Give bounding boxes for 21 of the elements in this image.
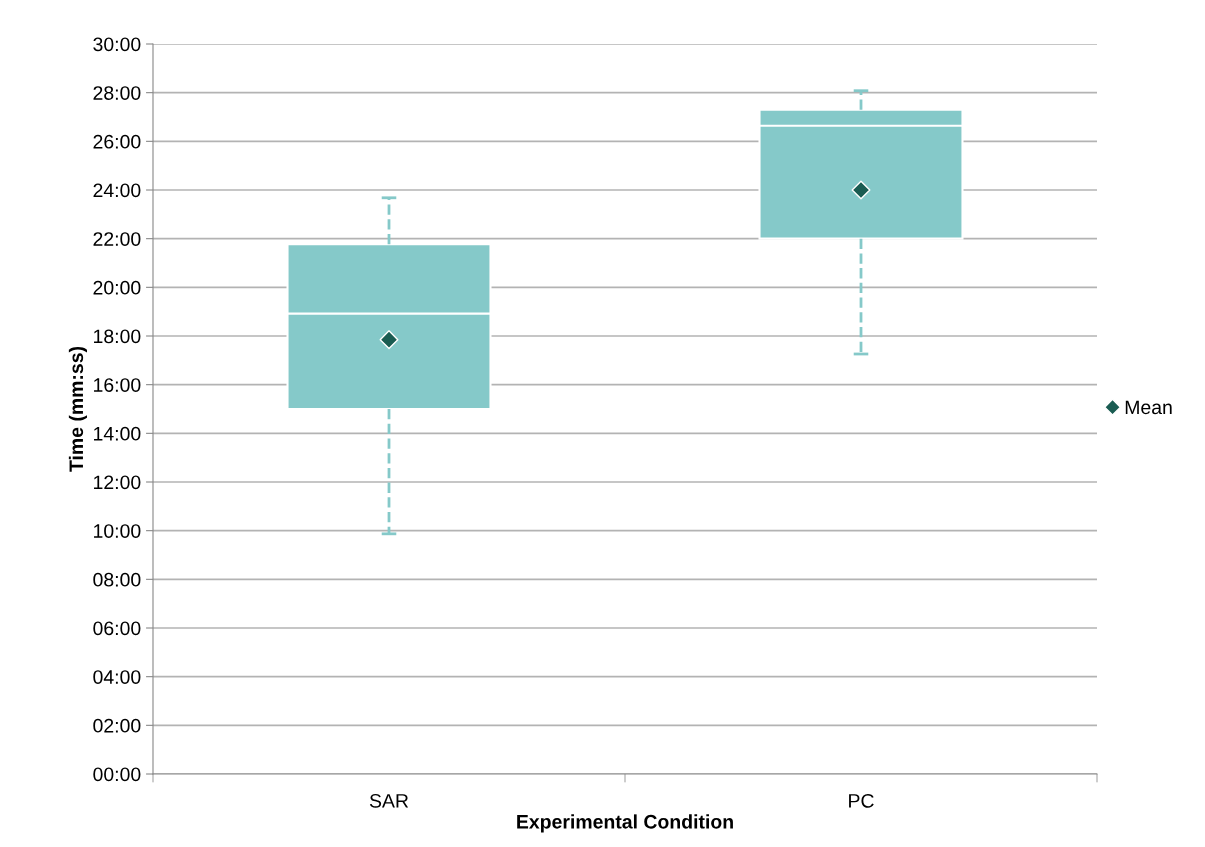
x-axis-title: Experimental Condition xyxy=(517,814,733,833)
legend-label: Mean xyxy=(1125,400,1172,415)
y-tick-label: 06:00 xyxy=(93,621,141,636)
y-tick-label: 24:00 xyxy=(93,183,141,198)
y-tick-label: 26:00 xyxy=(93,134,141,149)
y-tick-label: 10:00 xyxy=(94,524,141,538)
y-tick-label: 20:00 xyxy=(93,280,141,295)
x-tick-label: SAR xyxy=(369,793,409,808)
y-axis-title: Time (mm:ss) xyxy=(68,346,87,472)
y-tick-label: 18:00 xyxy=(94,329,141,344)
y-tick-label: 04:00 xyxy=(93,670,141,684)
y-tick-label: 00:00 xyxy=(93,767,141,782)
y-tick-label: 16:00 xyxy=(94,378,141,392)
y-tick-label: 22:00 xyxy=(93,232,141,246)
y-tick-label: 02:00 xyxy=(93,718,141,733)
y-tick-label: 08:00 xyxy=(93,572,141,587)
y-tick-label: 30:00 xyxy=(93,37,141,52)
y-tick-label: 12:00 xyxy=(94,475,141,490)
y-tick-label: 14:00 xyxy=(94,426,141,441)
y-tick-label: 28:00 xyxy=(93,86,141,100)
x-tick-label: PC xyxy=(849,793,874,808)
